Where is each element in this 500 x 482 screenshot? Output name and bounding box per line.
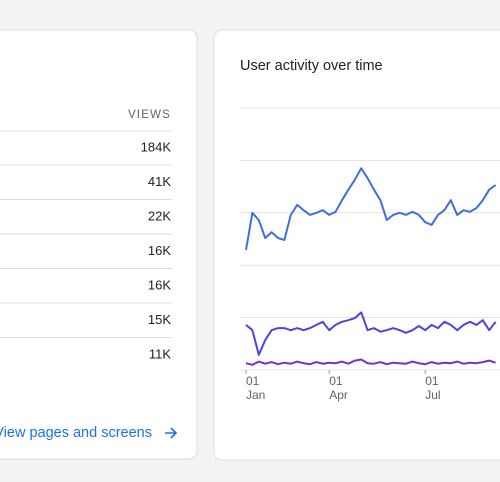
views-cell: 11K — [149, 346, 171, 361]
view-link[interactable]: View pages and screens — [0, 425, 152, 441]
series-line — [245, 358, 496, 366]
chart-title: User activity over time — [240, 58, 383, 74]
views-cell: 41K — [148, 174, 171, 189]
link-arrow[interactable] — [165, 427, 178, 439]
column-header: VIEWS — [128, 109, 171, 121]
views-cell: 184K — [141, 139, 172, 154]
views-cell: 16K — [148, 243, 171, 258]
series-line — [245, 167, 497, 251]
views-cell: 22K — [148, 208, 171, 223]
series-line — [245, 311, 497, 356]
activity-card — [213, 29, 500, 461]
views-cell: 15K — [148, 312, 171, 327]
pages-card — [0, 29, 198, 460]
x-tick-label: 01 Jul — [425, 374, 440, 402]
x-tick-label: 01 Jan — [246, 374, 265, 402]
x-tick-label: 01 Apr — [329, 374, 348, 402]
views-cell: 16K — [148, 277, 171, 292]
